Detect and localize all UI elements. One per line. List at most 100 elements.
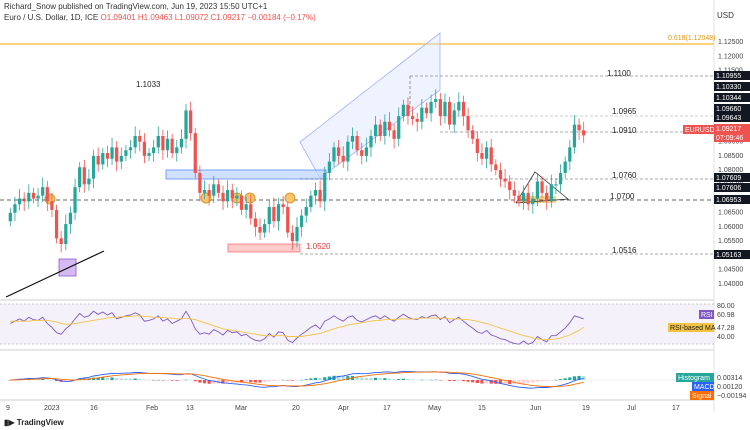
price-tag-06953: 1.06953 (716, 197, 741, 204)
price-tags: 1.10955 1.10330 1.10344 1.09660 1.09643 … (683, 71, 750, 259)
candle-body (397, 116, 401, 139)
candle-body (300, 215, 304, 227)
histogram-bar (424, 379, 429, 381)
candle-body (22, 198, 26, 202)
candle-body (235, 195, 239, 199)
candle-body (258, 226, 262, 233)
candle-body (249, 204, 253, 219)
candle-body (54, 209, 59, 239)
countdown-tag: 07:09:46 (716, 135, 743, 142)
candle-body (105, 153, 110, 159)
histogram-bar (152, 380, 156, 381)
histogram-bar (397, 379, 401, 380)
histogram-bar (558, 379, 563, 380)
candle-body (378, 124, 382, 136)
candle-body (494, 164, 498, 171)
candle-body (263, 224, 267, 233)
signal-value: −0.00194 (717, 393, 746, 400)
price-tag-bg (714, 104, 750, 113)
candle-body (221, 192, 225, 202)
histogram-bar (438, 380, 442, 381)
time-tick-label: Jul (627, 405, 636, 412)
symbol-header: Euro / U.S. Dollar, 1D, ICE O1.09401 H1.… (4, 13, 316, 22)
candle-body (147, 153, 151, 156)
histogram-bar (300, 379, 304, 381)
candle-body (17, 198, 22, 205)
symbol-tag: EURUSD (685, 127, 715, 134)
rsi-band (0, 304, 714, 344)
candle-body (193, 133, 197, 173)
histogram-bar (410, 379, 415, 380)
histogram-bar (323, 377, 327, 380)
price-tick-label: 1.04500 (718, 267, 743, 274)
signal-tag: Signal (692, 393, 712, 400)
candle-body (31, 192, 36, 199)
histogram-bar (230, 380, 234, 383)
candle-body (175, 147, 179, 154)
candle-body (189, 110, 193, 134)
histogram-bar (378, 378, 382, 380)
level-label-1-0516: 1.0516 (612, 246, 637, 255)
histogram-bar (221, 380, 225, 384)
histogram-bar (161, 380, 165, 381)
candle-body (87, 178, 91, 185)
histogram-bar (466, 380, 470, 382)
histogram-bar (244, 380, 248, 383)
histogram-bar (202, 380, 207, 384)
time-tick-label: May (428, 405, 442, 412)
candle-body (179, 138, 184, 148)
candle-body (304, 207, 308, 216)
histogram-bar (406, 378, 410, 380)
candle-body (202, 190, 207, 193)
candle-body (198, 172, 202, 193)
histogram-bar (128, 378, 133, 380)
level-label-1-1033: 1.1033 (136, 80, 161, 89)
signal-line (10, 371, 584, 388)
candle-body (360, 150, 364, 156)
candle-body (91, 155, 96, 179)
candle-body (336, 147, 341, 156)
price-tick-label: 1.12500 (718, 39, 743, 46)
price-tag-bg (714, 93, 750, 102)
level-label-1-0700: 1.0700 (610, 192, 635, 201)
candle-body (558, 172, 563, 185)
fib-618-label: 0.618(1.12048) (668, 35, 715, 42)
candle-body (13, 204, 17, 213)
histogram-bar (517, 380, 521, 384)
candle-body (309, 195, 313, 208)
candle-body (526, 192, 530, 205)
histogram-bar (369, 377, 373, 380)
histogram-bar (568, 377, 572, 380)
histogram-bar (480, 380, 484, 384)
price-tag-07609: 1.07609 (716, 175, 741, 182)
candle-body (267, 207, 271, 225)
histogram-bar (434, 379, 438, 381)
histogram-bar (253, 380, 258, 383)
time-tick-label: Mar (235, 405, 248, 412)
histogram-bar (582, 376, 586, 380)
level-label-1-0760: 1.0760 (612, 171, 637, 180)
candle-body (161, 136, 165, 151)
candle-body (364, 147, 368, 156)
candle-body (73, 187, 77, 213)
time-tick-label: Feb (146, 405, 158, 412)
price-tag-bg (714, 82, 750, 91)
candle-body (568, 147, 572, 162)
histogram-bar (142, 379, 147, 380)
histogram-bar (54, 380, 59, 382)
price-tick-label: 1.06000 (718, 224, 743, 231)
candle-body (535, 181, 540, 199)
candle-body (78, 167, 82, 188)
candle-body (119, 155, 123, 162)
tradingview-logo[interactable]: ▮▶ TradingView (4, 418, 64, 427)
histogram-bar (443, 380, 447, 381)
candle-body (327, 161, 331, 173)
candle-body (355, 136, 359, 151)
candle-body (545, 192, 549, 202)
candle-body (387, 121, 392, 131)
symbol-name: Euro / U.S. Dollar, 1D, ICE (4, 13, 99, 22)
histogram-bar (184, 379, 188, 381)
price-tick-label: 1.08500 (718, 153, 743, 160)
publisher-caption: Richard_Snow published on TradingView.co… (4, 2, 268, 11)
